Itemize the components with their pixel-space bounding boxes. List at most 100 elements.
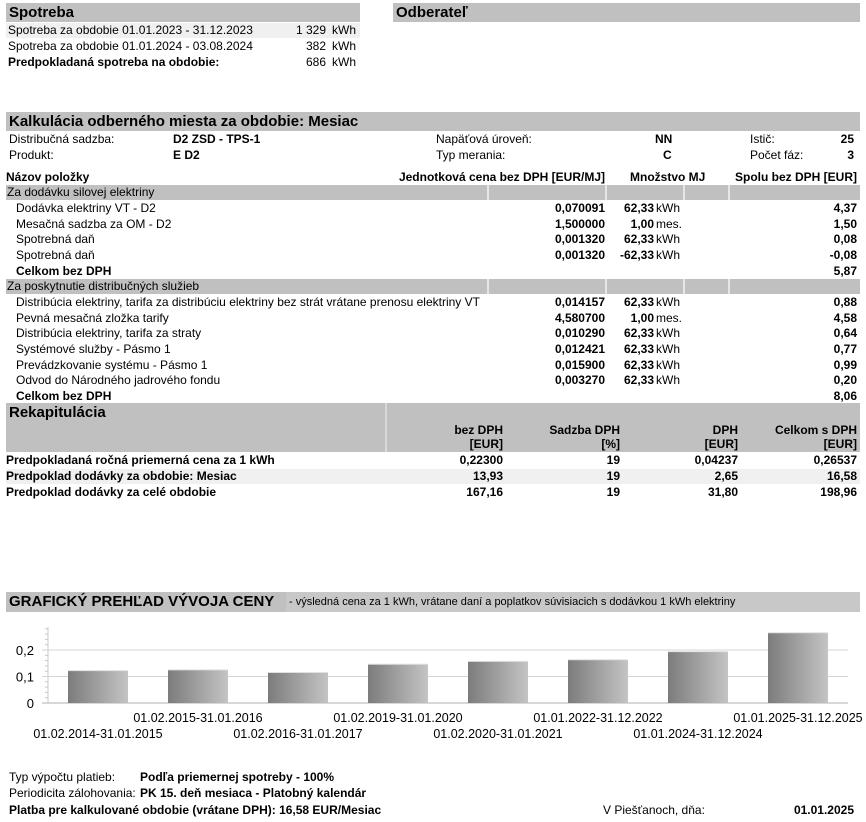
spotreba-label: Spotreba za obdobie 01.01.2024 - 03.08.2… <box>8 39 253 53</box>
meranie-label: Typ merania: <box>436 148 506 162</box>
item-total: 0,08 <box>833 232 857 247</box>
subtotal-label: Celkom bez DPH <box>16 389 112 403</box>
col-name: Názov položky <box>6 170 90 184</box>
item-name: Distribúcia elektriny, tarifa za straty <box>16 326 202 341</box>
napatie-label: Napäťová úroveň: <box>436 132 532 146</box>
x-tick-label: 01.02.2020-31.01.2021 <box>433 727 562 741</box>
platba-text: Platba pre kalkulované obdobie (vrátane … <box>9 803 382 817</box>
item-total: -0,08 <box>829 248 857 263</box>
fazy-label: Počet fáz: <box>750 148 804 162</box>
item-name: Prevádzkovanie systému - Pásmo 1 <box>16 357 208 372</box>
item-unit-price: 0,014157 <box>554 294 605 309</box>
item-name: Pevná mesačná zložka tarify <box>16 310 169 325</box>
x-tick-label: 01.02.2016-31.01.2017 <box>233 727 362 741</box>
x-tick-label: 01.02.2015-31.01.2016 <box>133 711 262 725</box>
item-unit-price: 0,003270 <box>554 373 605 388</box>
item-unit-price: 4,580700 <box>554 310 605 325</box>
x-tick-label: 01.01.2025-31.12.2025 <box>733 711 862 725</box>
item-qty: 62,33 <box>623 373 654 388</box>
rekap-col-header: Sadzba DPH <box>549 423 620 437</box>
item-total: 1,50 <box>833 216 857 231</box>
rekap-value: 0,04237 <box>694 453 738 467</box>
rekap-row: Predpoklad dodávky za obdobie: Mesiac 13,… <box>6 469 860 484</box>
bar <box>668 651 728 703</box>
spotreba-unit: kWh <box>332 23 356 37</box>
item-unit: kWh <box>656 248 680 263</box>
y-tick-label: 0,2 <box>16 643 34 658</box>
item-name: Distribúcia elektriny, tarifa za distrib… <box>16 294 480 309</box>
item-unit: kWh <box>656 232 680 247</box>
item-qty: 62,33 <box>623 294 654 309</box>
graf-header: GRAFICKÝ PREHĽAD VÝVOJA CENY - výsledná … <box>6 592 860 612</box>
fazy-value: 3 <box>847 148 854 162</box>
napatie-value: NN <box>655 132 673 146</box>
spotreba-label: Spotreba za obdobie 01.01.2023 - 31.12.2… <box>8 23 253 37</box>
x-tick-label: 01.01.2024-31.12.2024 <box>633 727 762 741</box>
section-title: Za poskytnutie distribučných služieb <box>7 278 200 293</box>
item-qty: -62,33 <box>619 248 654 263</box>
istic-value: 25 <box>840 132 854 146</box>
bar <box>168 669 228 703</box>
item-qty: 62,33 <box>623 341 654 356</box>
rekap-label: Predpoklad dodávky za obdobie: Mesiac <box>6 469 237 483</box>
rekap-row: Predpoklad dodávky za celé obdobie 167,16… <box>6 485 860 500</box>
table-row: Spotrebná daň 0,001320 -62,33 kWh -0,08 <box>6 248 860 263</box>
section-header: Za dodávku silovej elektriny <box>6 185 860 200</box>
table-row: Mesačná sadzba za OM - D2 1,500000 1,00 mes… <box>6 217 860 232</box>
table-row: Dodávka elektriny VT - D2 0,070091 62,33 kW… <box>6 201 860 216</box>
table-row: Pevná mesačná zložka tarify 4,580700 1,00 m… <box>6 311 860 326</box>
rekap-value: 0,22300 <box>459 453 503 467</box>
table-row: Spotrebná daň 0,001320 62,33 kWh 0,08 <box>6 232 860 247</box>
sadzba-value: D2 ZSD - TPS-1 <box>173 132 261 146</box>
item-unit: kWh <box>656 294 680 309</box>
col-total: Spolu bez DPH [EUR] <box>735 170 857 184</box>
item-name: Systémové služby - Pásmo 1 <box>16 341 171 356</box>
produkt-value: E D2 <box>173 148 200 162</box>
rekap-col-unit: [EUR] <box>823 437 857 451</box>
rekap-col-header: bez DPH <box>454 423 503 437</box>
item-name: Mesačná sadzba za OM - D2 <box>16 216 172 231</box>
rekap-label: Predpoklad dodávky za celé obdobie <box>6 485 217 499</box>
subtotal-row: Celkom bez DPH 8,06 <box>6 389 860 404</box>
kalkulacia-header: Kalkulácia odberného miesta za obdobie: … <box>6 112 860 131</box>
item-name: Odvod do Národného jadrového fondu <box>16 373 221 388</box>
item-qty: 1,00 <box>630 310 654 325</box>
rekap-value: 31,80 <box>707 485 738 499</box>
item-unit-price: 0,015900 <box>554 357 605 372</box>
miesto-label: V Piešťanoch, dňa: <box>603 803 705 817</box>
x-tick-label: 01.02.2019-31.01.2020 <box>333 711 462 725</box>
rekap-value: 19 <box>606 485 620 499</box>
meranie-value: C <box>663 148 672 162</box>
bar <box>768 632 828 703</box>
rekap-col-unit: [%] <box>601 437 620 451</box>
table-row: Prevádzkovanie systému - Pásmo 1 0,015900… <box>6 358 860 373</box>
rekap-value: 13,93 <box>472 469 503 483</box>
subtotal-value: 5,87 <box>833 263 857 278</box>
table-row: Distribúcia elektriny, tarifa za straty 0… <box>6 326 860 341</box>
item-qty: 62,33 <box>623 357 654 372</box>
rekap-header: Rekapitulácia <box>6 403 860 452</box>
spotreba-value: 382 <box>305 39 326 53</box>
perioda-value: PK 15. deň mesiaca - Platobný kalendár <box>140 786 367 800</box>
table-row: Odvod do Národného jadrového fondu 0,0032… <box>6 373 860 388</box>
item-total: 4,37 <box>833 201 857 215</box>
rekap-value: 167,16 <box>466 485 503 499</box>
rekap-value: 0,26537 <box>813 453 857 467</box>
item-qty: 1,00 <box>630 216 654 231</box>
spotreba-label: Predpokladaná spotreba na obdobie: <box>8 55 220 69</box>
istic-label: Istič: <box>750 132 775 146</box>
typ-label: Typ výpočtu platieb: <box>9 770 116 784</box>
y-tick-label: 0 <box>27 696 34 711</box>
bar <box>68 670 128 703</box>
spotreba-row: Spotreba za obdobie 01.01.2024 - 03.08.2… <box>6 39 360 54</box>
x-tick-label: 01.02.2014-31.01.2015 <box>33 727 162 741</box>
sadzba-label: Distribučná sadzba: <box>9 132 115 146</box>
rekap-col-header: Celkom s DPH <box>774 423 857 437</box>
spotreba-row: Predpokladaná spotreba na obdobie: 686 kWh <box>6 55 360 70</box>
spotreba-value: 686 <box>305 55 326 69</box>
spotreba-row: Spotreba za obdobie 01.01.2023 - 31.12.2… <box>6 23 360 38</box>
item-name: Spotrebná daň <box>16 232 95 247</box>
section-title: Za dodávku silovej elektriny <box>7 185 155 199</box>
datum-value: 01.01.2025 <box>793 803 854 817</box>
item-unit: mes. <box>656 216 683 231</box>
